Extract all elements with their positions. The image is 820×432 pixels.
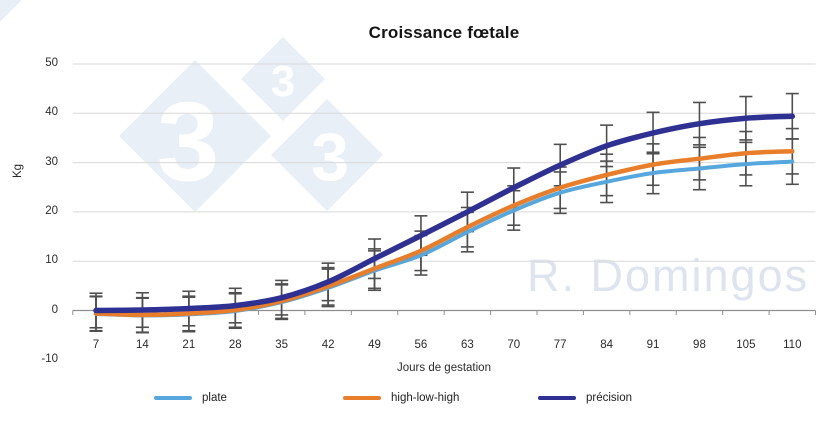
- brand-digit: 3: [311, 119, 349, 195]
- brand-diamond: [271, 99, 383, 211]
- brand-watermark: 3 3 3: [0, 0, 383, 212]
- y-tick-label: 30: [45, 155, 58, 168]
- x-tick-label: 21: [182, 339, 196, 351]
- x-tick-label: 84: [600, 339, 613, 351]
- chart-title: Croissance fœtale: [368, 23, 520, 42]
- signature-watermark: R. Domingos: [527, 250, 809, 301]
- x-tick-label: 110: [783, 339, 802, 351]
- x-tick-label: 7: [92, 339, 100, 351]
- gridlines: [72, 63, 816, 262]
- x-tick-label: 77: [553, 339, 567, 351]
- y-tick-label: 40: [45, 106, 58, 119]
- x-tick-label: 70: [507, 339, 521, 351]
- x-tick-label: 63: [460, 339, 474, 351]
- x-tick-label: 35: [275, 339, 289, 351]
- x-tick-label: 56: [414, 339, 428, 351]
- x-tick-label: 42: [321, 339, 335, 351]
- x-axis-label: Jours de gestation: [397, 362, 491, 374]
- x-tick-label: 105: [736, 339, 756, 351]
- y-tick-label: 10: [45, 254, 58, 267]
- y-tick-label: 50: [45, 57, 58, 69]
- brand-diamond: [119, 60, 271, 212]
- x-tick-label: 28: [228, 339, 242, 351]
- x-tick-label: 91: [646, 339, 660, 351]
- brand-digit: 3: [157, 79, 219, 204]
- brand-diamond: [241, 37, 325, 121]
- y-tick-label: -10: [41, 352, 58, 365]
- series-lines: [93, 113, 796, 318]
- x-tick-label: 49: [368, 339, 381, 351]
- y-tick-label: 0: [51, 303, 58, 316]
- x-tick-label: 14: [136, 339, 149, 351]
- y-tick-label: 20: [45, 204, 58, 217]
- brand-diamond: [0, 0, 22, 22]
- x-tick-label: 98: [693, 339, 706, 351]
- brand-digit: 3: [271, 57, 295, 106]
